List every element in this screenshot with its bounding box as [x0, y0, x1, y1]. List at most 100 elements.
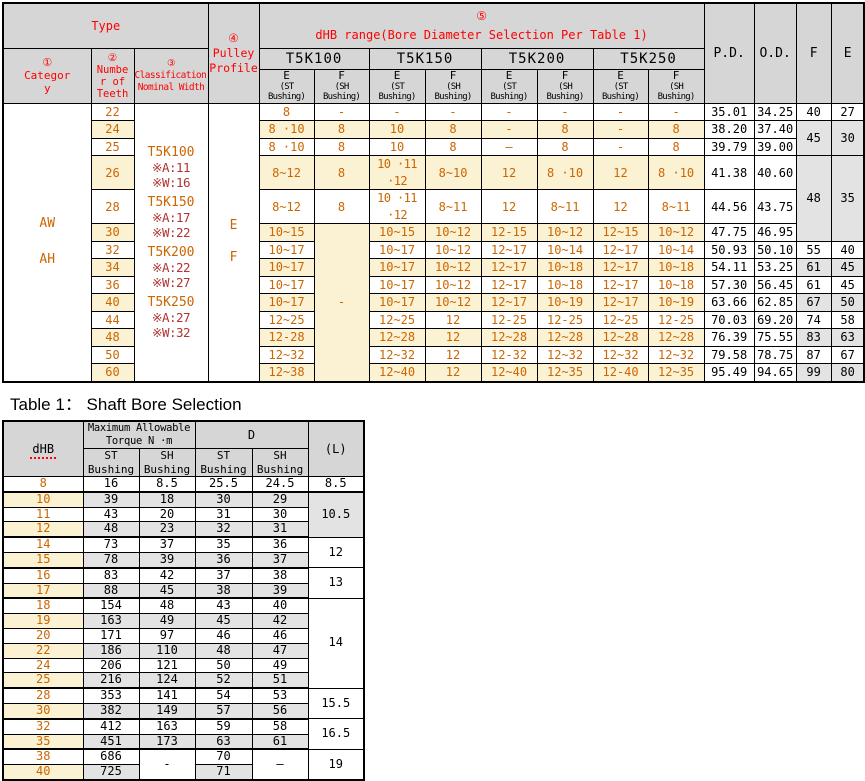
bore-range-cell: 12-15 [480, 223, 538, 242]
pd-cell: 79.58 [703, 345, 755, 365]
classification-line: ※W:22 [151, 224, 191, 240]
bore-range-cell: 10~17 [368, 293, 426, 312]
pd-cell: 63.66 [703, 293, 755, 312]
bore-range-cell: 12-25 [647, 310, 705, 330]
bore-range-cell: - [313, 102, 370, 122]
od-cell: 40.60 [753, 155, 797, 191]
pd-cell: 50.93 [703, 240, 755, 260]
torque-st-cell: 451 [82, 733, 140, 751]
f-cell: 74 [795, 310, 832, 330]
d-sh-cell: 29 [251, 491, 309, 508]
pd-cell: 41.38 [703, 155, 755, 191]
od-cell: 34.25 [753, 102, 797, 122]
bore-range-cell: 10~17 [368, 275, 426, 295]
bore-range-cell: 10~19 [647, 293, 705, 312]
table-row: 32 10~17 10~17 10~12 12~17 10~14 12~17 10~14 50.… [3, 240, 865, 260]
teeth-cell: 32 [90, 240, 135, 260]
d-sh-cell: 42 [251, 613, 309, 630]
bore-range-cell: 10~12 [424, 275, 482, 295]
torque-st-cell: 353 [82, 687, 140, 705]
profile-letter: E [505, 69, 513, 82]
table-row: 24 206 121 50 49 [2, 657, 364, 674]
d-sh-cell: – [251, 748, 309, 781]
torque-st-cell: 725 [82, 764, 140, 781]
d-st-cell: 45 [194, 613, 253, 630]
dhb-cell: 14 [2, 536, 84, 554]
teeth-cell: 26 [90, 155, 135, 191]
d-st-cell: 30 [194, 491, 253, 508]
bushing-type: (ST Bushing) [268, 82, 306, 103]
bore-range-cell: 10~18 [536, 275, 594, 295]
bore-range-cell: 8 [647, 120, 705, 139]
f-cell: 40 [795, 102, 832, 122]
pd-cell: 47.75 [703, 223, 755, 242]
e-cell: 35 [830, 155, 865, 242]
bore-range-cell: 12~17 [480, 240, 538, 260]
e-cell: 80 [830, 363, 865, 383]
max-torque-header: Maximum Allowable Torque N ·m [82, 420, 196, 450]
bore-range-cell: - [313, 223, 370, 383]
bore-range-cell: - [647, 102, 705, 122]
bore-range-cell: 12~32 [368, 345, 426, 365]
torque-sh-cell: 18 [138, 491, 196, 508]
bore-range-cell: 12-25 [536, 310, 594, 330]
torque-sh-cell: 42 [138, 567, 196, 584]
bore-range-cell: 8 [313, 137, 370, 157]
pd-cell: 70.03 [703, 310, 755, 330]
bore-range-cell: 10~18 [536, 258, 594, 277]
torque-st-cell: 686 [82, 748, 140, 766]
classification-line: T5K100 [147, 144, 195, 160]
profile-letter: F [449, 69, 457, 82]
d-sh-cell: 31 [251, 521, 309, 539]
e-cell: 40 [830, 240, 865, 260]
bore-range-cell: 8~12 [258, 189, 315, 225]
e-cell: 45 [830, 258, 865, 277]
bore-range-cell: 8~11 [536, 189, 594, 225]
bushing-type: (SH Bushing) [323, 82, 361, 103]
profile-label: F [229, 250, 238, 266]
teeth-cell: 28 [90, 189, 135, 225]
bore-range-cell: 12~17 [592, 293, 649, 312]
category-header: ① Categor y [2, 47, 92, 104]
torque-st-cell: 39 [82, 491, 140, 508]
series-t5k100-header: T5K100 [258, 47, 370, 70]
bore-range-cell: 10~15 [368, 223, 426, 242]
classification-block: T5K100 ※A:11 ※W:16 T5K150 ※A:17 ※W:22 T5K200 ※A… [135, 144, 207, 340]
table-row: 10 39 18 30 29 10.5 [2, 491, 365, 538]
d-sh-cell: 37 [251, 552, 309, 569]
bore-range-cell: 8~11 [647, 189, 705, 225]
dhb-cell: 17 [2, 582, 84, 600]
classification-line: ※A:27 [151, 309, 191, 325]
pd-cell: 38.20 [703, 120, 755, 139]
dhb-header: dHB [2, 420, 84, 478]
table-row: 11 43 20 31 30 [2, 506, 364, 523]
torque-sh-cell: 110 [138, 642, 196, 659]
bore-range-cell: 8~11 [424, 189, 482, 225]
d-sh-cell: 38 [251, 567, 309, 584]
d-sh-cell: 51 [251, 672, 309, 690]
torque-sh-cell: 45 [138, 582, 196, 600]
dhb-cell: 15 [2, 552, 84, 569]
bore-range-cell: 8 [424, 120, 482, 139]
bore-range-cell: 12 [424, 363, 482, 383]
torque-st-cell: 43 [82, 506, 140, 523]
bushing-subheader: F (SH Bushing) [424, 68, 482, 104]
classification-header: ③ Classification. Nominal Width [133, 47, 209, 104]
bushing-subheader: E (ST Bushing) [592, 68, 649, 104]
bore-range-cell: 10~12 [647, 223, 705, 242]
f-cell: 55 [795, 240, 832, 260]
od-cell: 78.75 [753, 345, 797, 365]
bore-range-cell: 10 [368, 137, 426, 157]
classification-line: ※W:27 [151, 274, 191, 290]
table1-header-row-1: dHB Maximum Allowable Torque N ·m D (L) [2, 420, 365, 478]
bore-range-cell: - [480, 102, 538, 122]
dhb-range-header: ⑤ dHB range(Bore Diameter Selection Per … [258, 2, 705, 49]
bore-range-cell: 12 [592, 189, 649, 225]
f-header: F [795, 2, 832, 104]
table-row: 26 8~12 8 10 ·11 ·12 8~10 12 8 ·10 12 8 ·10 41.38… [3, 155, 865, 242]
dhb-cell: 40 [2, 764, 84, 781]
d-st-cell: 50 [194, 657, 253, 674]
bore-range-cell: 12 [592, 155, 649, 191]
bore-range-cell: 10~12 [424, 258, 482, 277]
od-cell: 53.25 [753, 258, 797, 277]
